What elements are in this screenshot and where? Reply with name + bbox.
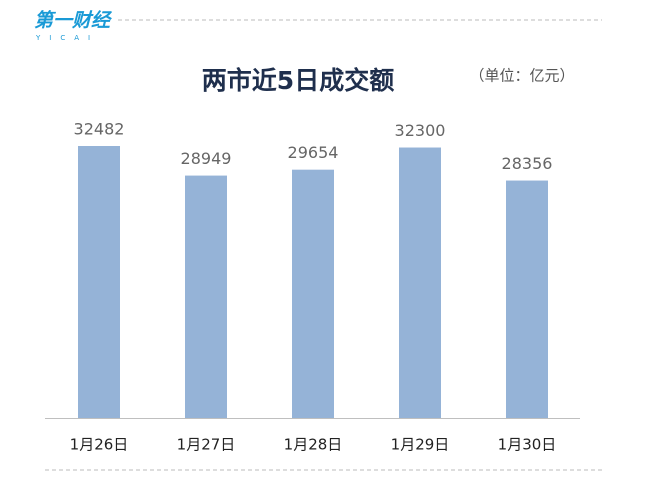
x-tick-label: 1月30日 [498,436,557,454]
value-label: 32300 [395,121,446,140]
x-tick-label: 1月29日 [391,436,450,454]
x-tick-label: 1月28日 [284,436,343,454]
x-tick-label: 1月26日 [70,436,129,454]
value-label: 28949 [181,149,232,168]
bar [292,169,334,418]
logo: 第一财经 [34,10,113,32]
value-label: 32482 [74,120,125,139]
bar [506,180,548,418]
bar [185,175,227,418]
value-label: 28356 [502,154,553,173]
x-tick-label: 1月27日 [177,436,236,454]
unit-label: （单位：亿元） [469,67,574,85]
chart-title: 两市近5日成交额 [202,66,394,95]
logo-sub: YICAI [35,34,99,42]
value-label: 29654 [288,143,339,162]
bar [78,146,120,418]
bar [399,147,441,418]
